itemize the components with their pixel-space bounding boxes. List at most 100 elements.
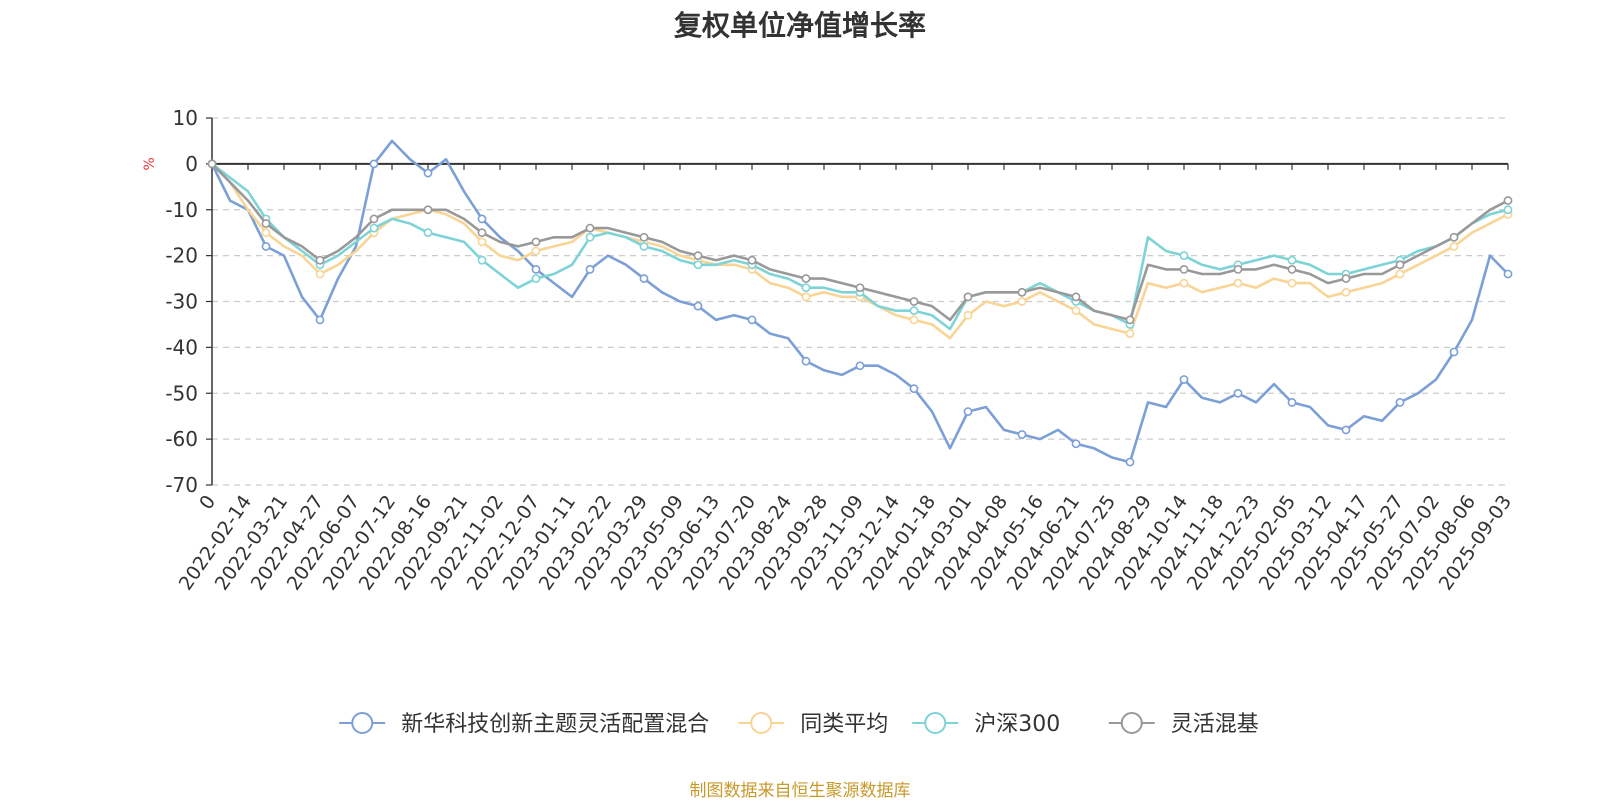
y-tick-label: 0 [185, 152, 198, 176]
series-point [261, 219, 271, 228]
series-point [801, 283, 811, 293]
series-point [855, 361, 865, 371]
series-point [1179, 264, 1189, 274]
legend-item-3[interactable]: 沪深300 [912, 712, 1060, 737]
series-point [585, 232, 595, 242]
series-point [639, 274, 649, 283]
y-tick-label: -20 [165, 244, 198, 268]
series-point [1449, 242, 1459, 251]
legend[interactable]: 新华科技创新主题灵活配置混合 同类平均 沪深300 灵活混基 [339, 712, 1259, 737]
series-point [909, 384, 919, 394]
series-point [423, 205, 433, 215]
series-point [1287, 278, 1297, 288]
legend-label: 新华科技创新主题灵活配置混合 [401, 712, 709, 737]
series-point [1395, 398, 1405, 407]
legend-marker [351, 712, 374, 734]
legend-marker [750, 712, 773, 734]
series-point [585, 264, 595, 274]
series-point [1395, 260, 1405, 270]
series-point [963, 310, 973, 320]
y-tick-label: 10 [173, 106, 198, 130]
legend-label: 灵活混基 [1171, 712, 1259, 737]
legend-item-2[interactable]: 同类平均 [738, 712, 888, 737]
y-tick-label: -60 [165, 427, 198, 451]
series-line-2 [211, 162, 1509, 340]
series-point [693, 260, 703, 270]
series-point [423, 168, 433, 178]
series-point [1287, 264, 1297, 274]
legend-item-1[interactable]: 新华科技创新主题灵活配置混合 [339, 712, 709, 737]
series-point [963, 292, 973, 302]
series-point [1179, 251, 1189, 261]
legend-marker [924, 712, 947, 734]
footer-source: 制图数据来自恒生聚源数据库 [689, 781, 911, 801]
x-tick-label: 0 [195, 491, 220, 514]
series-point [1341, 287, 1351, 297]
series-point [1233, 264, 1243, 274]
legend-label: 同类平均 [800, 712, 888, 737]
series-point [963, 407, 973, 416]
grid-layer [212, 117, 1508, 486]
series-point [1071, 439, 1081, 449]
series-point [423, 228, 433, 238]
legend-item-4[interactable]: 灵活混基 [1108, 712, 1259, 737]
series-point [477, 255, 487, 265]
series-point [369, 223, 379, 233]
series-point [1449, 232, 1459, 242]
series-point [585, 223, 595, 233]
series-point [477, 237, 487, 247]
series-point [1125, 329, 1135, 339]
series-point [1287, 255, 1297, 265]
series-point [369, 159, 379, 169]
chart-title: 复权单位净值增长率 [673, 9, 926, 42]
series-point [369, 214, 379, 224]
series-point [207, 159, 217, 169]
series-point [1341, 425, 1351, 435]
series-point [909, 315, 919, 325]
series-point [1503, 196, 1513, 205]
y-tick-label: -70 [165, 473, 198, 497]
series-point [1071, 306, 1081, 316]
series-point [1071, 292, 1081, 302]
series-point [1179, 375, 1189, 384]
series-point [261, 242, 271, 251]
series-point [639, 242, 649, 251]
series-point [315, 269, 325, 279]
legend-label: 沪深300 [974, 712, 1060, 737]
axis-layer: 100-10-20-30-40-50-60-70%02022-02-142022… [142, 106, 1516, 594]
series-layer [207, 139, 1513, 467]
series-point [693, 251, 703, 261]
series-point [909, 297, 919, 306]
series-point [909, 306, 919, 316]
series-point [1395, 269, 1405, 279]
series-point [531, 237, 541, 247]
series-point [477, 228, 487, 238]
series-point [1233, 278, 1243, 288]
y-tick-label: -40 [165, 335, 198, 359]
series-point [1449, 347, 1459, 357]
series-point [747, 255, 757, 265]
y-axis-unit: % [142, 157, 158, 170]
series-point [477, 214, 487, 224]
series-point [315, 315, 325, 325]
series-point [1125, 315, 1135, 325]
series-line-3 [211, 162, 1509, 331]
series-point [531, 264, 541, 274]
series-point [1179, 278, 1189, 288]
series-point [1017, 287, 1027, 297]
series-point [1017, 430, 1027, 439]
legend-marker [1120, 712, 1143, 734]
y-tick-label: -50 [165, 381, 198, 405]
y-tick-label: -30 [165, 290, 198, 314]
series-point [639, 232, 649, 242]
series-point [531, 246, 541, 256]
series-point [261, 228, 271, 238]
series-point [1125, 457, 1135, 467]
series-point [1287, 398, 1297, 407]
y-tick-label: -10 [165, 198, 198, 222]
series-point [747, 315, 757, 325]
series-point [1503, 269, 1513, 279]
series-point [801, 292, 811, 302]
series-point [801, 356, 811, 366]
